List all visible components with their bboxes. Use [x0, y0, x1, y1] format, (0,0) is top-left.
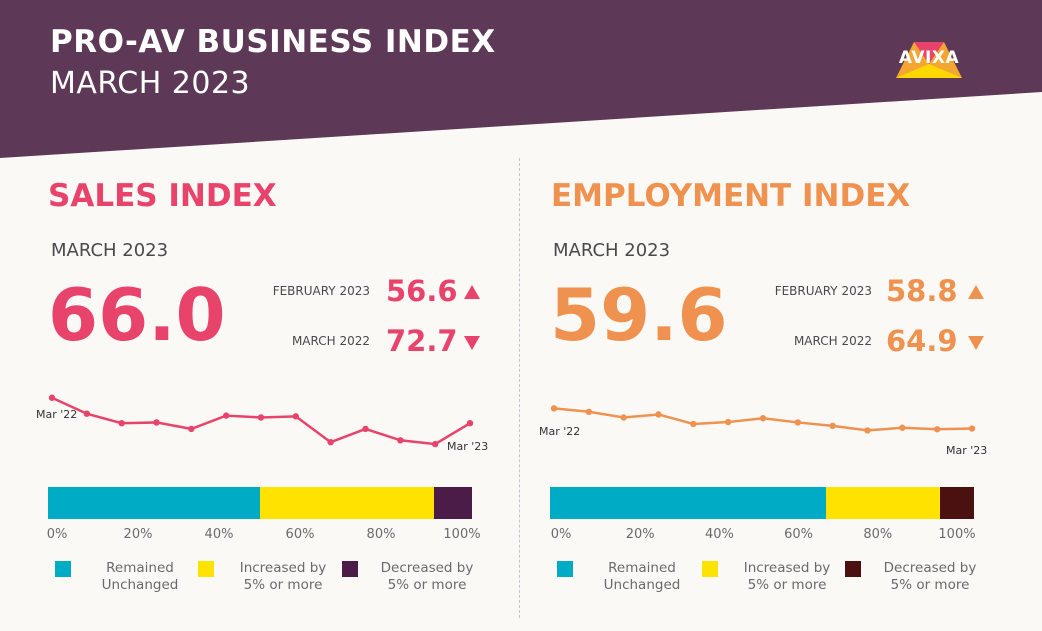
employment-index-title: EMPLOYMENT INDEX	[551, 178, 911, 214]
legend-swatch	[702, 561, 718, 577]
employment-trend-chart	[550, 405, 976, 434]
header-banner: PRO-AV BUSINESS INDEX MARCH 2023 AVIXA	[0, 0, 1042, 165]
sales-stacked-bar	[48, 487, 472, 519]
axis-tick-label: 40%	[204, 527, 234, 542]
avixa-logo: AVIXA	[890, 38, 968, 82]
axis-tick-label: 20%	[123, 527, 153, 542]
sales-cmp-label-1: FEBRUARY 2023	[272, 284, 370, 298]
trend-point	[794, 419, 802, 426]
employment-cmp-arrow-up-icon	[968, 285, 984, 299]
legend-text: Decreased by 5% or more	[380, 560, 474, 593]
employment-period-label: MARCH 2023	[553, 240, 671, 261]
employment-cmp-label-1: FEBRUARY 2023	[774, 284, 872, 298]
axis-tick-label: 100%	[443, 527, 481, 542]
axis-tick-label: 80%	[366, 527, 396, 542]
trend-point	[968, 425, 976, 432]
bar-segment	[825, 487, 941, 519]
axis-tick-label: 60%	[784, 527, 814, 542]
axis-tick-label: 0%	[46, 527, 68, 542]
trend-point	[48, 394, 56, 401]
page-subtitle: MARCH 2023	[50, 66, 251, 101]
axis-tick-label: 100%	[938, 527, 976, 542]
trend-point	[690, 420, 697, 428]
page-title: PRO-AV BUSINESS INDEX	[50, 24, 496, 60]
trend-point	[257, 414, 265, 421]
legend-swatch	[342, 561, 358, 577]
sales-index-title: SALES INDEX	[48, 178, 277, 214]
logo-text: AVIXA	[898, 48, 960, 68]
panel-divider	[519, 158, 520, 618]
trend-point	[83, 410, 91, 417]
sales-cmp-label-2: MARCH 2022	[291, 334, 370, 348]
trend-point	[759, 415, 767, 422]
trend-point	[118, 420, 125, 427]
legend-swatch	[557, 561, 573, 577]
sales-trend-start-label: Mar '22	[36, 408, 78, 421]
employment-trend-end-label: Mar '23	[946, 444, 988, 457]
trend-point	[362, 425, 369, 433]
trend-point	[431, 440, 439, 448]
sales-trend-end-label: Mar '23	[447, 440, 489, 453]
employment-trend-start-label: Mar '22	[539, 425, 581, 438]
employment-cmp-arrow-down-icon	[968, 336, 984, 350]
trend-point	[188, 425, 195, 433]
legend-swatch	[55, 561, 71, 577]
bar-segment	[260, 487, 434, 519]
trend-point	[933, 426, 941, 433]
legend-swatch	[845, 561, 861, 577]
banner-shape	[0, 0, 1042, 158]
trend-point	[153, 419, 160, 426]
axis-tick-label: 40%	[704, 527, 734, 542]
sales-current-value: 66.0	[48, 273, 226, 357]
sales-period-label: MARCH 2023	[51, 240, 169, 261]
axis-tick-label: 0%	[550, 527, 572, 542]
axis-tick-label: 20%	[625, 527, 655, 542]
trend-point	[620, 414, 627, 421]
bar-segment	[433, 487, 472, 519]
employment-cmp-value-1: 58.8	[886, 274, 958, 308]
trend-point	[864, 427, 871, 434]
sales-cmp-value-2: 72.7	[386, 324, 458, 358]
legend-text: Increased by 5% or more	[239, 560, 327, 593]
sales-trend-chart	[48, 394, 474, 448]
trend-point	[466, 420, 474, 427]
trend-point	[829, 422, 836, 430]
legend-text: Increased by 5% or more	[743, 560, 831, 593]
bar-segment	[940, 487, 974, 519]
sales-panel: SALES INDEX MARCH 2023 66.0 FEBRUARY 202…	[0, 0, 500, 631]
employment-current-value: 59.6	[550, 273, 728, 357]
employment-panel: EMPLOYMENT INDEX MARCH 2023 59.6 FEBRUAR…	[502, 0, 1002, 631]
legend-text: Remained Unchanged	[101, 560, 179, 593]
axis-tick-label: 80%	[863, 527, 893, 542]
trend-point	[550, 405, 558, 412]
employment-cmp-value-2: 64.9	[886, 324, 958, 358]
trend-line	[51, 396, 471, 446]
trend-point	[585, 408, 593, 415]
trend-point	[397, 437, 404, 444]
legend-text: Remained Unchanged	[603, 560, 681, 593]
employment-stacked-bar	[550, 487, 974, 519]
legend-text: Decreased by 5% or more	[883, 560, 977, 593]
trend-point	[222, 412, 230, 419]
trend-point	[724, 418, 732, 426]
sales-cmp-value-1: 56.6	[386, 274, 458, 308]
trend-point	[655, 411, 662, 418]
employment-cmp-label-2: MARCH 2022	[793, 334, 872, 348]
bar-segment	[48, 487, 260, 519]
logo-mark	[896, 42, 962, 78]
trend-point	[292, 413, 300, 420]
trend-point	[899, 424, 906, 431]
trend-point	[327, 439, 334, 446]
sales-cmp-arrow-up-icon	[464, 285, 480, 299]
bar-segment	[550, 487, 826, 519]
legend-swatch	[198, 561, 214, 577]
axis-tick-label: 60%	[285, 527, 315, 542]
sales-cmp-arrow-down-icon	[464, 336, 480, 350]
